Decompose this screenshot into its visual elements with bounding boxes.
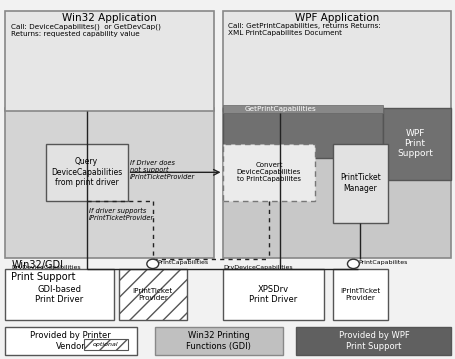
Bar	[332, 269, 387, 320]
Text: PrintCapabilites: PrintCapabilites	[357, 260, 406, 265]
Text: If Driver does
not support
IPrintTicketProvider: If Driver does not support IPrintTicketP…	[130, 160, 195, 180]
Bar	[382, 108, 450, 180]
Bar	[223, 11, 450, 111]
Circle shape	[147, 259, 158, 269]
Text: GetPrintCapabilities: GetPrintCapabilities	[244, 106, 316, 112]
Text: Call: GetPrintCapabilities, returns Returns:
XML PrintCapabilites Document: Call: GetPrintCapabilities, returns Retu…	[228, 23, 380, 36]
Text: WPF
Print
Support: WPF Print Support	[396, 129, 432, 159]
Text: Win32 Application: Win32 Application	[62, 13, 157, 23]
Text: IPrintTicket
Provider: IPrintTicket Provider	[339, 288, 379, 301]
Circle shape	[347, 259, 359, 269]
Bar	[223, 108, 450, 258]
Bar	[223, 269, 323, 320]
Text: If driver supports
IPrintTicketProvider: If driver supports IPrintTicketProvider	[89, 208, 154, 222]
Text: Convert
DeviceCapabilities
to PrintCapabilites: Convert DeviceCapabilities to PrintCapab…	[236, 162, 301, 182]
Text: Provided by Printer
Vendor: Provided by Printer Vendor	[30, 331, 111, 351]
Bar	[223, 108, 382, 158]
Bar	[223, 144, 314, 201]
Text: Win32/GDI
Print Support: Win32/GDI Print Support	[11, 260, 76, 282]
Bar	[5, 269, 114, 320]
Bar	[5, 108, 214, 258]
Bar	[223, 105, 382, 113]
Text: IPrintTicket
Provider: IPrintTicket Provider	[132, 288, 172, 301]
Bar	[5, 11, 214, 111]
Bar	[5, 327, 136, 355]
Bar	[155, 327, 282, 355]
Bar	[84, 339, 127, 350]
Text: Win32 Printing
Functions (GDI): Win32 Printing Functions (GDI)	[186, 331, 251, 351]
Text: PrintCapabilities: PrintCapabilities	[157, 260, 208, 265]
Bar	[296, 327, 450, 355]
Text: DrvDeviceCapabilities: DrvDeviceCapabilities	[223, 265, 293, 270]
Text: optional: optional	[93, 342, 119, 347]
Text: DrvDeviceCapabilities: DrvDeviceCapabilities	[11, 265, 81, 270]
Text: Provided by WPF
Print Support: Provided by WPF Print Support	[338, 331, 409, 351]
Bar	[46, 144, 127, 201]
Text: Call: DeviceCapabilites()  or GetDevCap()
Returns: requested capability value: Call: DeviceCapabilites() or GetDevCap()…	[11, 23, 161, 37]
Bar	[118, 269, 187, 320]
Bar	[332, 144, 387, 223]
Text: XPSDrv
Print Driver: XPSDrv Print Driver	[249, 285, 297, 304]
Text: PrintTicket
Manager: PrintTicket Manager	[339, 173, 380, 193]
Text: GDI-based
Print Driver: GDI-based Print Driver	[35, 285, 83, 304]
Text: Query
DeviceCapabilities
from print driver: Query DeviceCapabilities from print driv…	[51, 157, 122, 187]
Text: WPF Application: WPF Application	[295, 13, 379, 23]
